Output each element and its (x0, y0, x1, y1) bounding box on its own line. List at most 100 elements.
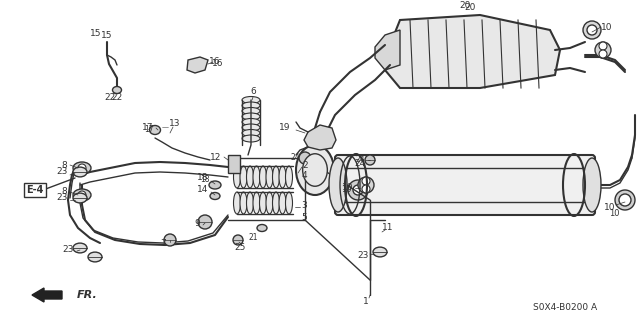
Ellipse shape (242, 97, 260, 103)
Text: 23: 23 (357, 251, 369, 261)
Ellipse shape (329, 158, 347, 212)
Text: 10: 10 (609, 209, 620, 218)
Text: 20: 20 (464, 4, 476, 12)
Ellipse shape (266, 192, 273, 214)
Ellipse shape (242, 118, 260, 125)
Text: 9: 9 (194, 219, 200, 227)
Text: 12: 12 (211, 152, 221, 161)
Text: S0X4-B0200 A: S0X4-B0200 A (533, 302, 597, 311)
Circle shape (362, 177, 370, 185)
Text: 7: 7 (160, 239, 166, 248)
Ellipse shape (113, 86, 122, 93)
Ellipse shape (246, 192, 253, 214)
Ellipse shape (73, 243, 87, 253)
Circle shape (583, 21, 601, 39)
Ellipse shape (73, 162, 91, 174)
Text: 15: 15 (101, 31, 113, 40)
Text: 16: 16 (209, 56, 221, 65)
Ellipse shape (234, 166, 241, 188)
Bar (228, 155, 240, 173)
Ellipse shape (209, 181, 221, 189)
Text: 3: 3 (301, 201, 307, 210)
Ellipse shape (242, 102, 260, 109)
Text: 11: 11 (382, 224, 394, 233)
Text: 13: 13 (169, 120, 180, 129)
Text: 8: 8 (61, 160, 67, 169)
Text: 18: 18 (197, 174, 209, 182)
Ellipse shape (279, 192, 286, 214)
Text: 24: 24 (355, 155, 365, 165)
Ellipse shape (73, 193, 87, 203)
Ellipse shape (73, 167, 87, 177)
Ellipse shape (242, 135, 260, 142)
Text: E-4: E-4 (26, 185, 44, 195)
Ellipse shape (73, 189, 91, 201)
Ellipse shape (234, 192, 241, 214)
Ellipse shape (253, 192, 260, 214)
FancyBboxPatch shape (335, 155, 595, 215)
Ellipse shape (373, 247, 387, 257)
Circle shape (164, 234, 176, 246)
Ellipse shape (242, 130, 260, 137)
Text: 21: 21 (248, 233, 258, 241)
Polygon shape (375, 30, 400, 70)
Ellipse shape (285, 166, 292, 188)
Text: 23: 23 (62, 246, 74, 255)
Text: 10: 10 (601, 23, 612, 32)
Polygon shape (385, 15, 560, 88)
Ellipse shape (273, 166, 280, 188)
Text: FR.: FR. (77, 290, 98, 300)
Polygon shape (304, 125, 336, 150)
Circle shape (595, 42, 611, 58)
Text: —: — (161, 124, 168, 130)
Ellipse shape (257, 225, 267, 232)
Ellipse shape (583, 158, 601, 212)
Text: 17: 17 (142, 123, 154, 132)
Ellipse shape (88, 252, 102, 262)
Ellipse shape (242, 108, 260, 115)
Text: 25: 25 (234, 242, 246, 251)
Circle shape (599, 42, 607, 50)
Ellipse shape (259, 166, 266, 188)
Text: 10: 10 (340, 186, 351, 195)
Circle shape (362, 185, 370, 193)
Text: 4: 4 (301, 170, 307, 180)
Text: 10: 10 (604, 203, 616, 211)
Ellipse shape (285, 192, 292, 214)
Ellipse shape (253, 166, 260, 188)
Circle shape (599, 50, 607, 58)
Circle shape (365, 155, 375, 165)
Ellipse shape (273, 192, 280, 214)
Ellipse shape (150, 125, 161, 135)
Text: 24: 24 (290, 153, 300, 162)
Ellipse shape (279, 166, 286, 188)
Ellipse shape (266, 166, 273, 188)
Circle shape (358, 177, 374, 193)
Circle shape (233, 235, 243, 245)
Ellipse shape (242, 124, 260, 131)
Text: 8: 8 (61, 188, 67, 197)
Text: 16: 16 (212, 58, 224, 68)
Circle shape (619, 194, 631, 206)
Text: 10: 10 (342, 183, 354, 192)
Polygon shape (187, 57, 208, 73)
Text: 5: 5 (301, 213, 307, 222)
Ellipse shape (259, 192, 266, 214)
Text: 23: 23 (56, 194, 68, 203)
Circle shape (299, 152, 311, 164)
Circle shape (78, 191, 86, 199)
Ellipse shape (240, 192, 247, 214)
Text: 1: 1 (363, 298, 369, 307)
Ellipse shape (303, 154, 327, 186)
Circle shape (348, 180, 368, 200)
Circle shape (615, 190, 635, 210)
Ellipse shape (240, 166, 247, 188)
Ellipse shape (296, 145, 334, 195)
Circle shape (78, 164, 86, 172)
FancyArrow shape (32, 288, 62, 302)
Circle shape (587, 25, 597, 35)
Text: 23: 23 (56, 167, 68, 176)
Text: 15: 15 (90, 29, 102, 39)
Text: 20: 20 (460, 1, 470, 10)
Text: 24: 24 (355, 159, 365, 167)
